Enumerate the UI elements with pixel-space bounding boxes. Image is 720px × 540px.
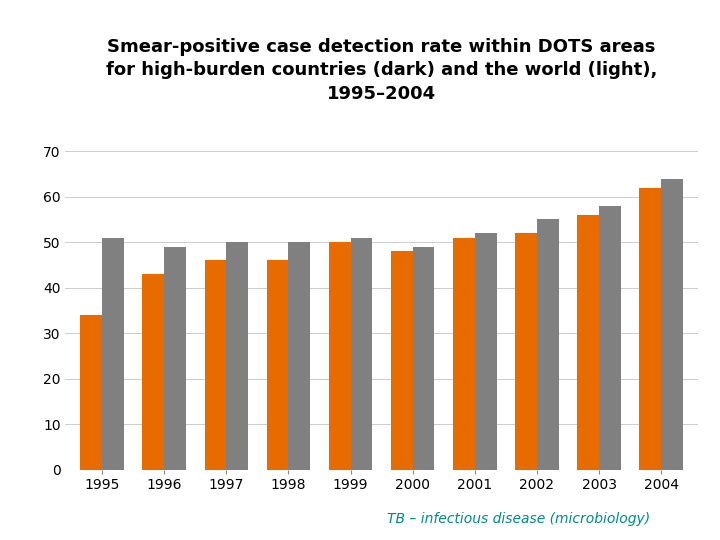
Bar bbox=[391, 251, 413, 470]
Bar bbox=[226, 242, 248, 470]
Text: TB – infectious disease (microbiology): TB – infectious disease (microbiology) bbox=[387, 512, 650, 526]
Bar bbox=[577, 215, 599, 470]
Bar bbox=[515, 233, 537, 470]
Bar bbox=[143, 274, 164, 470]
Bar bbox=[102, 238, 124, 470]
Bar bbox=[639, 187, 661, 470]
Bar bbox=[81, 315, 102, 470]
Bar bbox=[266, 260, 289, 470]
Bar bbox=[599, 206, 621, 470]
Bar bbox=[329, 242, 351, 470]
Text: Smear-positive case detection rate within DOTS areas
for high-burden countries (: Smear-positive case detection rate withi… bbox=[106, 38, 657, 103]
Bar bbox=[351, 238, 372, 470]
Bar bbox=[289, 242, 310, 470]
Bar bbox=[537, 219, 559, 470]
Bar bbox=[474, 233, 497, 470]
Bar bbox=[413, 247, 434, 470]
Bar bbox=[164, 247, 186, 470]
Bar bbox=[204, 260, 226, 470]
Bar bbox=[661, 179, 683, 470]
Bar bbox=[453, 238, 474, 470]
